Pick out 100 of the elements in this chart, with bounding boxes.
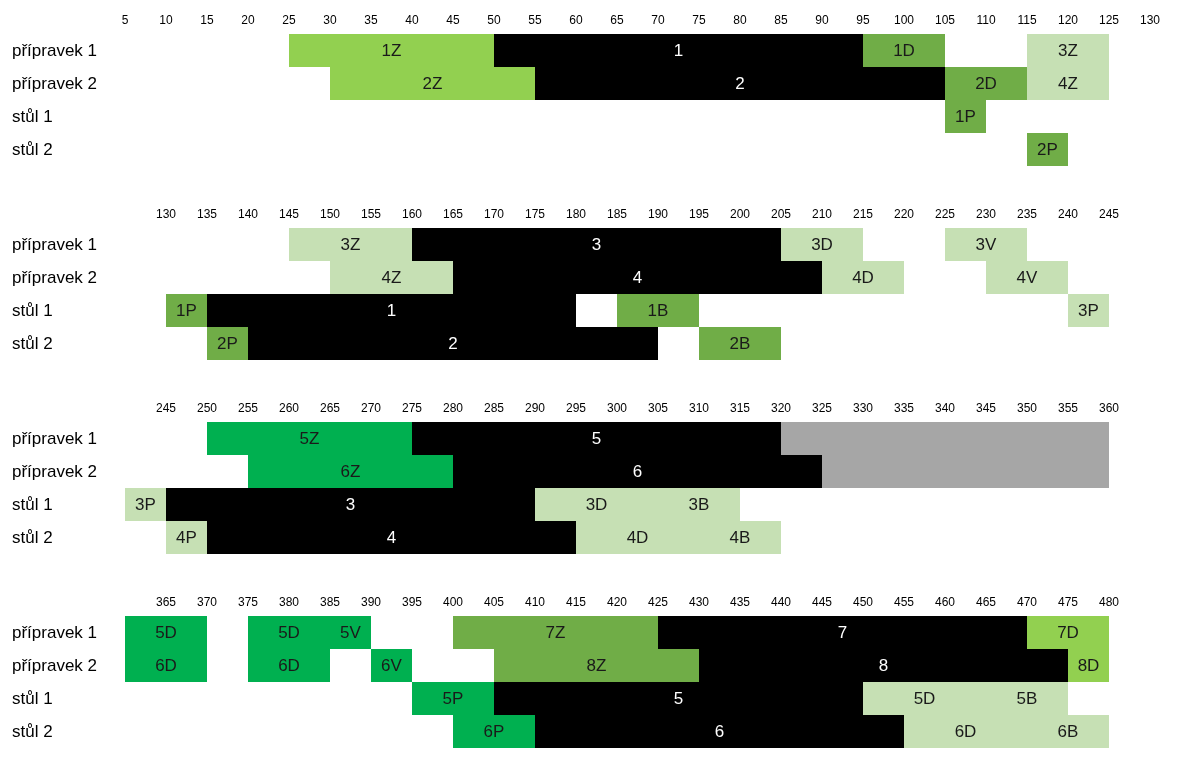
bar [1027,133,1068,166]
bar [617,294,699,327]
x-tick-label: 165 [442,207,464,221]
x-tick-label: 225 [934,207,956,221]
annotation: 2 [735,74,745,93]
x-tick-label: 375 [237,595,259,609]
annotation: 5Z [299,429,320,448]
annotation: 2 [448,334,458,353]
x-tick-label: 205 [770,207,792,221]
x-tick-label: 120 [1057,13,1079,27]
annotation: 7 [837,623,848,642]
x-tick-label: 340 [934,401,956,415]
annotation: 5 [591,429,602,448]
x-tick-label: 370 [196,595,218,609]
x-tick-label: 415 [565,595,587,609]
annotation: 5D [278,623,300,642]
annotation: 5 [673,689,684,708]
x-tick-label: 275 [401,401,423,415]
y-tick-label: přípravek 2 [12,268,98,287]
annotation: 1D [893,41,915,60]
x-tick-label: 410 [524,595,546,609]
x-tick-label: 245 [1098,207,1120,221]
x-tick-label: 435 [729,595,751,609]
annotation: 5B [1016,689,1038,708]
x-tick-label: 345 [975,401,997,415]
annotation: 2Z [422,74,443,93]
annotation: 6D [155,656,177,675]
y-tick-label: stůl 1 [12,107,53,126]
annotation: 4V [1016,268,1039,287]
x-tick-label: 140 [237,207,259,221]
x-tick-label: 470 [1016,595,1038,609]
y-tick-label: stůl 2 [12,722,53,741]
x-tick-label: 90 [815,13,829,27]
annotation: 6B [1057,722,1079,741]
x-tick-label: 10 [159,13,173,27]
x-tick-label: 325 [811,401,833,415]
x-tick-label: 105 [934,13,956,27]
x-tick-label: 115 [1017,13,1037,27]
annotation: 3Z [1058,41,1078,60]
annotation: 6V [381,656,403,675]
x-tick-label: 45 [446,13,460,27]
x-tick-label: 80 [733,13,747,27]
y-tick-label: stůl 2 [12,140,53,159]
x-tick-label: 245 [155,401,177,415]
annotation: 3 [591,235,602,254]
y-tick-label: přípravek 2 [12,462,98,481]
x-tick-label: 455 [893,595,915,609]
x-tick-label: 285 [483,401,505,415]
annotation: 2P [1037,140,1058,159]
x-tick-label: 15 [200,13,214,27]
x-tick-label: 25 [282,13,296,27]
annotation: 4P [176,528,197,547]
y-tick-label: přípravek 2 [12,656,98,675]
x-tick-label: 65 [610,13,624,27]
annotation: 1Z [381,41,402,60]
x-tick-label: 390 [360,595,382,609]
annotation: 6Z [340,462,361,481]
x-tick-label: 315 [729,401,751,415]
bar [863,34,945,67]
annotation: 4D [852,268,874,287]
x-tick-label: 175 [524,207,546,221]
x-tick-label: 195 [688,207,710,221]
x-tick-label: 360 [1098,401,1120,415]
x-tick-label: 380 [278,595,300,609]
x-tick-label: 255 [237,401,259,415]
x-tick-label: 180 [565,207,587,221]
x-tick-label: 220 [893,207,915,221]
annotation: 4Z [381,268,402,287]
x-tick-label: 425 [647,595,669,609]
x-tick-label: 260 [278,401,300,415]
annotation: 6P [483,722,505,741]
bar [371,649,412,682]
annotation: 3P [1078,301,1099,320]
x-tick-label: 300 [606,401,628,415]
bar [699,327,781,360]
annotation: 6D [954,722,977,741]
x-tick-label: 320 [770,401,792,415]
annotation: 4 [632,268,643,287]
bar [166,521,207,554]
annotation: 3P [135,495,156,514]
x-tick-label: 70 [651,13,665,27]
x-tick-label: 100 [893,13,915,27]
annotation: 1P [176,301,197,320]
bar [166,294,207,327]
x-tick-label: 480 [1098,595,1120,609]
x-tick-label: 160 [401,207,423,221]
y-tick-label: přípravek 2 [12,74,98,93]
annotation: 8Z [586,656,607,675]
x-tick-label: 355 [1057,401,1079,415]
x-tick-label: 125 [1098,13,1120,27]
annotation: 4Z [1058,74,1078,93]
annotation: 3B [688,495,710,514]
annotation: 3D [811,235,833,254]
x-tick-label: 395 [401,595,423,609]
x-tick-label: 295 [565,401,587,415]
annotation: 7D [1057,623,1079,642]
x-tick-label: 35 [364,13,378,27]
annotation: 2B [729,334,751,353]
y-tick-label: stůl 2 [12,334,53,353]
annotation: 1P [955,107,976,126]
